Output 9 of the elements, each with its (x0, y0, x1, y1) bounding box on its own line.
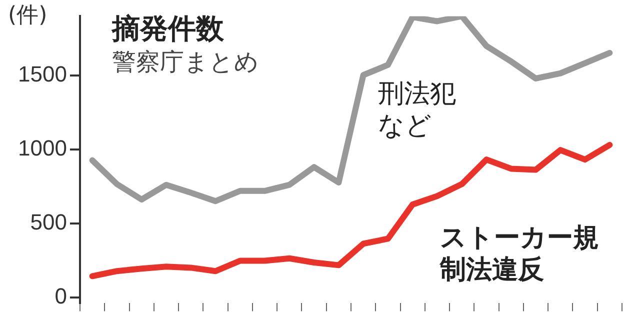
y-tick-label: 1500 (18, 61, 67, 86)
series-label: 刑法犯など (378, 78, 457, 142)
y-tick-label: 500 (30, 209, 67, 234)
chart-title: 摘発件数 (112, 11, 224, 47)
y-tick-label: 1000 (18, 135, 67, 160)
y-axis-title: (件) (8, 2, 48, 30)
series-label: ストーカー規制法違反 (440, 222, 600, 286)
text: 警察庁まとめ (112, 47, 259, 78)
y-tick-label: 0 (54, 283, 67, 308)
